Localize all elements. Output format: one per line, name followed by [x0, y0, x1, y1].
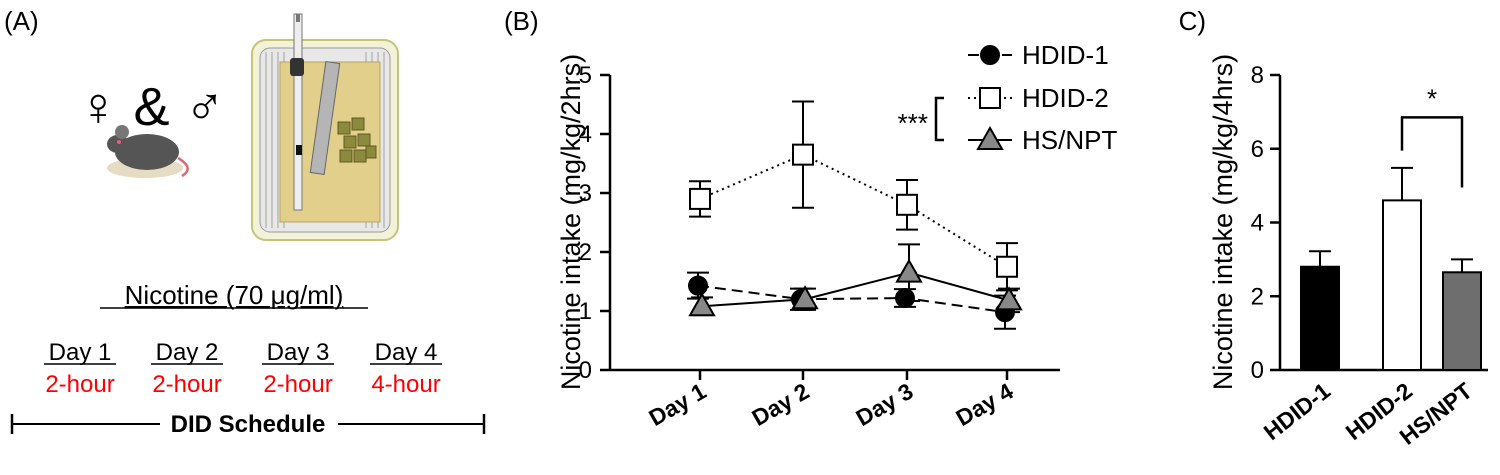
cage-icon [251, 13, 399, 241]
data-point-hdid-2 [896, 193, 918, 216]
legend-label-hdid-2: HDID-2 [1022, 83, 1109, 113]
day-4: Day 4 4-hour [370, 339, 442, 398]
panel-a: (A) ♀ & ♂ [0, 0, 500, 470]
x-tick-label: Day 3 [851, 378, 917, 431]
sex-symbols: ♀ & ♂ [78, 77, 225, 137]
legend-marker-hdid-2 [979, 87, 1001, 109]
data-point-hs-npt [995, 286, 1023, 311]
day-2-duration: 2-hour [152, 371, 221, 398]
series-line-hdid-2 [699, 153, 1008, 268]
legend-marker-hs-npt [976, 125, 1004, 150]
y-tick-label: 1 [579, 298, 592, 325]
data-point-hdid-2 [792, 143, 814, 166]
series-line-hdid-1 [697, 284, 1006, 314]
y-tick-label: 6 [1251, 136, 1264, 163]
series-line-hs-npt [701, 271, 1010, 308]
bar-chart: (C) Nicotine intake (mg/kg/4hrs) 0 2 4 6 8 HD… [1170, 6, 1488, 450]
y-axis-label: Nicotine intake (mg/kg/4hrs) [1208, 54, 1238, 390]
line-chart: (B) Nicotine intake (mg/kg/2hrs) 0 1 2 3 4 5 D… [504, 6, 1118, 431]
y-tick-label: 0 [1251, 357, 1264, 384]
x-tick-label: Day 4 [951, 378, 1017, 431]
data-point-hdid-2 [996, 255, 1018, 278]
y-tick-label: 3 [579, 180, 592, 207]
panel-c: (C) Nicotine intake (mg/kg/4hrs) 0 2 4 6 8 HD… [1170, 0, 1500, 470]
data-point-hs-npt [688, 292, 716, 317]
plot-area: 0 1 2 3 4 5 Day 1 Day 2 Day 3 Day 4 HDID-1 HDID-2 HS… [579, 40, 1118, 431]
bar-hs-npt [1442, 271, 1482, 371]
y-tick-label: 4 [579, 121, 592, 148]
day-4-duration: 4-hour [371, 371, 440, 398]
panel-b: (B) Nicotine intake (mg/kg/2hrs) 0 1 2 3 4 5 D… [500, 0, 1180, 470]
x-tick-label-hdid-1: HDID-1 [1259, 377, 1336, 445]
bar-hdid-1 [1300, 265, 1340, 371]
day-3-label: Day 3 [267, 339, 330, 366]
y-tick-label: 2 [579, 239, 592, 266]
x-tick-label: Day 2 [747, 378, 813, 431]
significance-bracket [1400, 116, 1464, 188]
y-tick-label: 8 [1251, 62, 1264, 89]
schedule-label: DID Schedule [171, 411, 326, 438]
y-tick-label: 4 [1251, 210, 1264, 237]
day-1: Day 1 2-hour [44, 339, 116, 398]
mouse-icon [107, 125, 189, 178]
legend-label-hs-npt: HS/NPT [1022, 125, 1117, 155]
y-axis-label: Nicotine intake (mg/kg/2hrs) [556, 54, 586, 390]
data-point-hs-npt [895, 258, 923, 283]
panel-a-svg: (A) ♀ & ♂ [4, 6, 486, 438]
significance-label: *** [898, 108, 928, 138]
significance-bracket [934, 96, 944, 142]
schedule-bar: DID Schedule [10, 411, 486, 438]
panel-a-label: (A) [4, 6, 39, 36]
data-point-hdid-1 [895, 288, 915, 309]
legend-marker-hdid-1 [980, 45, 1000, 65]
day-2-label: Day 2 [156, 339, 219, 366]
day-3-duration: 2-hour [263, 371, 332, 398]
y-tick-label: 2 [1251, 283, 1264, 310]
data-point-hdid-1 [688, 275, 708, 296]
y-tick-label: 0 [579, 357, 592, 384]
x-tick-label: Day 1 [644, 378, 710, 431]
day-3: Day 3 2-hour [262, 339, 334, 398]
data-point-hs-npt [791, 285, 819, 310]
significance-label: * [1427, 83, 1437, 113]
day-4-label: Day 4 [375, 339, 438, 366]
day-1-duration: 2-hour [45, 371, 114, 398]
data-point-hdid-2 [689, 187, 711, 210]
panel-c-label: (C) [1180, 6, 1206, 36]
bar-hdid-2 [1382, 199, 1422, 371]
day-1-label: Day 1 [49, 339, 112, 366]
legend-label-hdid-1: HDID-1 [1022, 40, 1109, 70]
y-tick-label: 5 [579, 62, 592, 89]
panel-b-label: (B) [504, 6, 539, 36]
nicotine-label: Nicotine (70 μg/ml) [125, 280, 344, 310]
day-2: Day 2 2-hour [151, 339, 223, 398]
